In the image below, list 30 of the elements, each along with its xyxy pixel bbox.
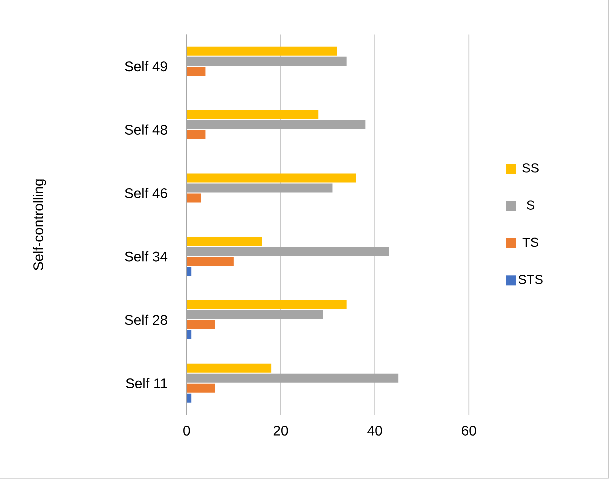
bar [186, 194, 201, 203]
bar [186, 267, 192, 276]
y-tick-label: Self 46 [125, 188, 168, 198]
bar [186, 46, 338, 56]
bar [186, 300, 347, 310]
bar [186, 67, 206, 76]
x-tick-label: 20 [274, 426, 288, 436]
bar [186, 394, 192, 403]
legend-label: STS [518, 275, 543, 284]
x-tick-label: 40 [368, 426, 382, 436]
bar [186, 330, 192, 340]
bar [186, 384, 216, 393]
bar [186, 320, 216, 330]
y-tick-label: Self 34 [125, 252, 168, 262]
legend-label: TS [522, 238, 539, 248]
text: Self-controlling [33, 180, 46, 271]
bar [186, 237, 262, 246]
x-tick-label: 60 [462, 426, 476, 436]
y-tick-label: Self 48 [125, 124, 168, 136]
bar [186, 130, 206, 140]
bar [186, 174, 356, 183]
y-tick-label: Self 28 [125, 314, 168, 326]
legend-label: SS [522, 164, 539, 173]
y-tick-label: Self 11 [126, 378, 168, 389]
y-tick-label: Self 49 [125, 61, 168, 72]
bar [186, 110, 319, 120]
bar [186, 364, 272, 373]
bar [186, 257, 234, 266]
legend-label: S [527, 200, 535, 210]
x-tick-label: 0 [184, 426, 190, 436]
